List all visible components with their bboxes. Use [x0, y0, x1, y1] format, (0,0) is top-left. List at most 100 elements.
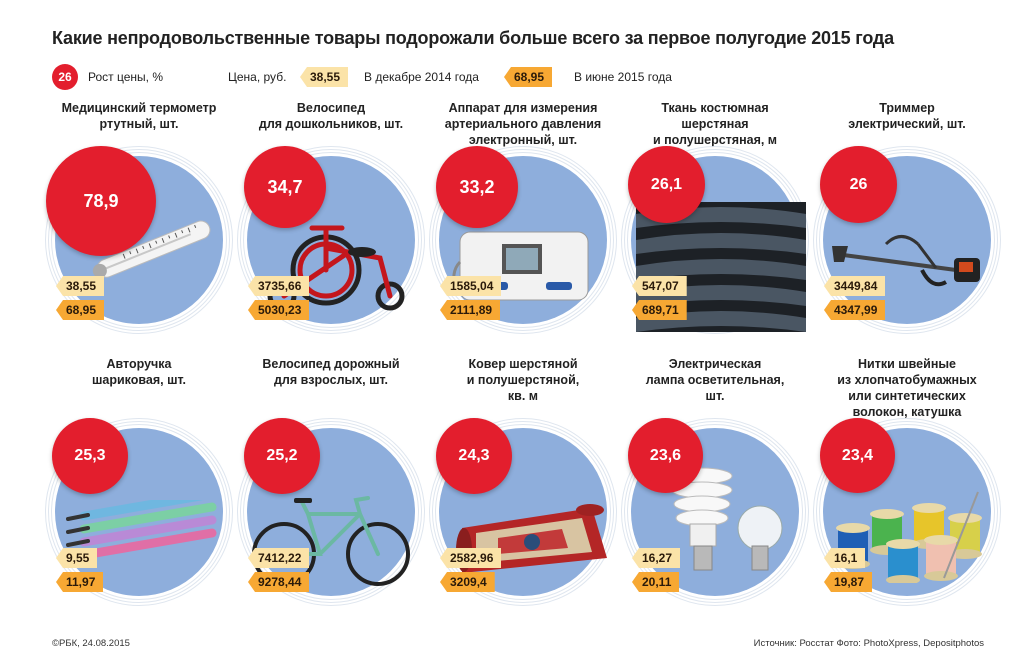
price-jun-tag: 3209,4	[440, 572, 495, 592]
legend-dec-tag: 38,55	[300, 67, 349, 87]
legend-price-label: Цена, руб.	[228, 70, 287, 84]
price-dec-tag: 7412,22	[248, 548, 310, 568]
thermometer-icon	[74, 216, 224, 291]
growth-circle: 25,3	[52, 418, 128, 494]
item-label-line: кв. м	[507, 389, 539, 403]
growth-circle: 23,4	[820, 418, 895, 493]
item-label: Ковер шерстяной и полушерстяной, кв. м	[428, 356, 618, 404]
item-label: Ткань костюмная шерстяная и полушерстяная,…	[620, 100, 810, 148]
decor-ring	[813, 146, 1001, 334]
price-jun-tag: 4347,99	[824, 300, 886, 320]
item-label: Триммер электрический, шт.	[812, 100, 1002, 132]
price-dec-tag: 3449,84	[824, 276, 886, 296]
price-jun-tag: 5030,23	[248, 300, 310, 320]
item-label-line: волокон, катушка	[852, 405, 962, 419]
legend-jun-label: В июне 2015 года	[574, 70, 672, 84]
item-label-line: Медицинский термометр	[61, 101, 217, 115]
price-jun-tag: 689,71	[632, 300, 687, 320]
item-label-line: электрический, шт.	[848, 117, 966, 131]
price-dec-tag: 16,1	[824, 548, 866, 568]
price-dec-tag: 16,27	[632, 548, 681, 568]
decor-ring	[429, 418, 617, 606]
item-label-line: для взрослых, шт.	[273, 373, 389, 387]
legend-jun-tag: 68,95	[504, 67, 553, 87]
item-label: Велосипед дорожный для взрослых, шт.	[236, 356, 426, 388]
thread-spools-icon	[828, 488, 988, 588]
growth-circle: 33,2	[436, 146, 518, 228]
price-dec-tag: 547,07	[632, 276, 687, 296]
item-label-line: лампа осветительная,	[645, 373, 785, 387]
trimmer-icon	[826, 224, 986, 299]
item-label-line: для дошкольников, шт.	[258, 117, 404, 131]
item-label-line: Триммер	[879, 101, 935, 115]
decor-ring	[621, 146, 809, 334]
item-label-line: шерстяная	[681, 117, 749, 131]
item-label-line: Аппарат для измерения	[448, 101, 598, 115]
legend: 26 Рост цены, % Цена, руб. 38,55 В декаб…	[52, 62, 752, 90]
item-label-line: Ткань костюмная	[661, 101, 769, 115]
price-dec-tag: 2582,96	[440, 548, 502, 568]
price-jun-tag: 19,87	[824, 572, 873, 592]
footer-credit: ©РБК, 24.08.2015	[52, 638, 130, 649]
item-label-line: Велосипед дорожный	[262, 357, 400, 371]
item-label-line: и полушерстяная, м	[652, 133, 778, 147]
item-label-line: и полушерстяной,	[466, 373, 580, 387]
page-title: Какие непродовольственные товары подорож…	[52, 28, 894, 48]
item-label: Велосипед для дошкольников, шт.	[236, 100, 426, 132]
price-jun-tag: 11,97	[56, 572, 104, 592]
item-card: Авторучка шариковая, шт. 25,3 9,55 11,97	[44, 356, 234, 606]
item-label-line: Авторучка	[106, 357, 172, 371]
growth-circle: 26,1	[628, 146, 705, 223]
item-label: Электрическая лампа осветительная, шт.	[620, 356, 810, 404]
item-card: Ковер шерстяной и полушерстяной, кв. м 24,3…	[428, 356, 618, 606]
item-label-line: Электрическая	[668, 357, 762, 371]
item-label-line: из хлопчатобумажных	[837, 373, 977, 387]
growth-circle: 23,6	[628, 418, 703, 493]
item-label: Аппарат для измерения артериального давле…	[428, 100, 618, 148]
price-dec-tag: 9,55	[56, 548, 98, 568]
item-card: Триммер электрический, шт. 26 3449,84 4347,9…	[812, 100, 1002, 345]
item-card: Электрическая лампа осветительная, шт. 23,6…	[620, 356, 810, 606]
footer-source: Источник: Росстат Фото: PhotoXpress, Dep…	[753, 638, 984, 649]
growth-circle: 26	[820, 146, 897, 223]
item-label-line: Нитки швейные	[858, 357, 956, 371]
decor-ring	[429, 146, 617, 334]
legend-growth-circle: 26	[52, 64, 78, 90]
growth-circle: 78,9	[46, 146, 156, 256]
item-card: Велосипед дорожный для взрослых, шт. 25,2 7…	[236, 356, 426, 606]
price-dec-tag: 1585,04	[440, 276, 502, 296]
item-label-line: или синтетических	[848, 389, 966, 403]
decor-ring	[45, 146, 233, 334]
item-card: Велосипед для дошкольников, шт. 34,7 3735,6…	[236, 100, 426, 345]
item-label-line: электронный, шт.	[468, 133, 578, 147]
legend-growth-label: Рост цены, %	[88, 70, 163, 84]
price-jun-tag: 2111,89	[440, 300, 501, 320]
item-label-line: шт.	[705, 389, 725, 403]
item-label-line: Ковер шерстяной	[468, 357, 578, 371]
legend-dec-label: В декабре 2014 года	[364, 70, 479, 84]
item-card: Нитки швейные из хлопчатобумажных или синт…	[812, 356, 1002, 606]
price-dec-tag: 38,55	[56, 276, 105, 296]
item-card: Ткань костюмная шерстяная и полушерстяная,…	[620, 100, 810, 345]
growth-circle: 25,2	[244, 418, 320, 494]
item-label: Авторучка шариковая, шт.	[44, 356, 234, 388]
decor-ring	[813, 418, 1001, 606]
decor-ring	[237, 146, 425, 334]
item-label: Нитки швейные из хлопчатобумажных или синт…	[812, 356, 1002, 420]
item-label-line: Велосипед	[296, 101, 366, 115]
price-jun-tag: 20,11	[632, 572, 680, 592]
item-label: Медицинский термометр ртутный, шт.	[44, 100, 234, 132]
item-label-line: шариковая, шт.	[91, 373, 187, 387]
decor-ring	[237, 418, 425, 606]
growth-circle: 34,7	[244, 146, 326, 228]
item-label-line: артериального давления	[444, 117, 602, 131]
price-dec-tag: 3735,66	[248, 276, 310, 296]
item-card: Медицинский термометр ртутный, шт. 78,9 38,…	[44, 100, 234, 345]
decor-ring	[621, 418, 809, 606]
price-jun-tag: 68,95	[56, 300, 105, 320]
item-card: Аппарат для измерения артериального давле…	[428, 100, 618, 345]
tricycle-icon	[262, 218, 412, 318]
item-label-line: ртутный, шт.	[99, 117, 179, 131]
growth-circle: 24,3	[436, 418, 512, 494]
price-jun-tag: 9278,44	[248, 572, 310, 592]
